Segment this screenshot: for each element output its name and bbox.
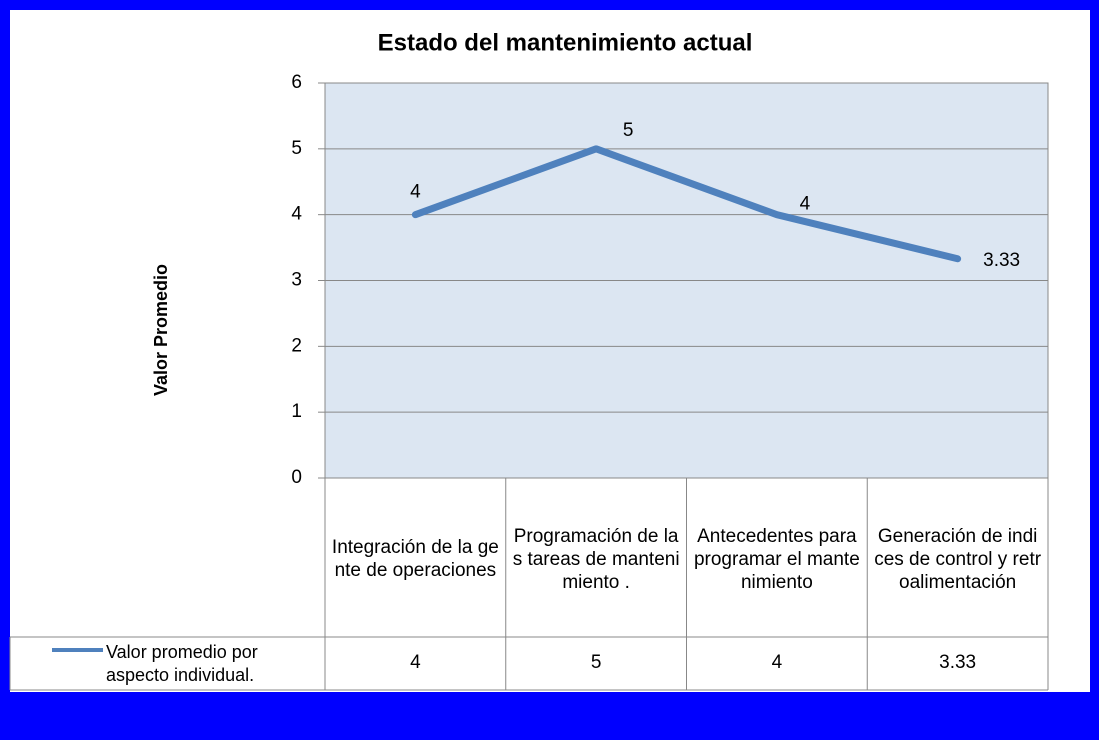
y-tick-label: 6 <box>291 72 302 93</box>
y-tick-label: 4 <box>291 204 302 225</box>
data-table <box>9 636 1048 691</box>
chart-title: Estado del mantenimiento actual <box>378 29 753 56</box>
table-value: 3.33 <box>939 652 976 673</box>
data-label: 5 <box>623 120 634 141</box>
x-tick-label: Integración de la gente de operaciones <box>331 537 499 581</box>
data-label: 3.33 <box>983 250 1020 271</box>
table-value: 5 <box>591 652 602 673</box>
table-value: 4 <box>772 652 783 673</box>
y-tick-label: 1 <box>291 401 302 422</box>
data-label: 4 <box>410 182 421 203</box>
y-tick-label: 5 <box>291 138 302 159</box>
x-tick-label: Generación de indices de control y retro… <box>874 525 1042 593</box>
y-tick-label: 2 <box>291 335 302 356</box>
table-value: 4 <box>410 652 421 673</box>
line-series <box>411 145 962 263</box>
x-tick-label: Antecedentes para programar el mantenimi… <box>693 525 860 593</box>
x-tick-label: Programación de las tareas de mantenimie… <box>512 525 680 593</box>
y-tick-label: 0 <box>291 467 302 488</box>
data-label: 4 <box>800 194 811 215</box>
y-tick-label: 3 <box>291 270 302 291</box>
legend-label: Valor promedio por aspecto individual. <box>106 642 258 685</box>
y-axis-title: Valor Promedio <box>151 264 171 396</box>
